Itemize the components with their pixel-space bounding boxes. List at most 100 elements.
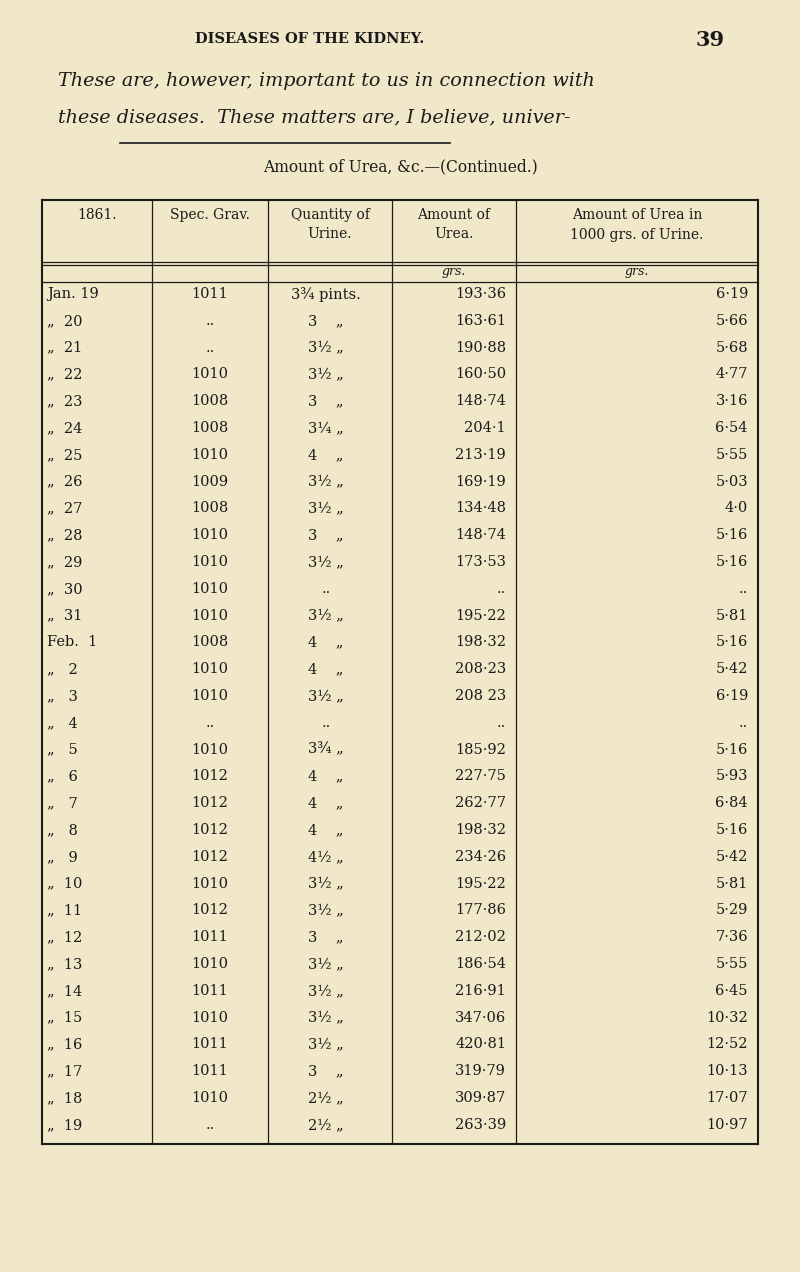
- Text: 10·13: 10·13: [706, 1065, 748, 1079]
- Text: „  10: „ 10: [47, 876, 82, 890]
- Text: 3½ „: 3½ „: [308, 1038, 344, 1052]
- Text: 4·0: 4·0: [725, 501, 748, 515]
- Text: ..: ..: [738, 581, 748, 595]
- Text: 17·07: 17·07: [706, 1091, 748, 1105]
- Text: 193·36: 193·36: [455, 287, 506, 301]
- Text: ..: ..: [206, 716, 214, 730]
- Text: „  15: „ 15: [47, 1010, 82, 1025]
- Text: 6·45: 6·45: [715, 983, 748, 997]
- Text: 1010: 1010: [191, 528, 229, 542]
- Text: 234·26: 234·26: [455, 850, 506, 864]
- Text: 4    „: 4 „: [308, 796, 344, 810]
- Text: „   7: „ 7: [47, 796, 78, 810]
- Text: 4·77: 4·77: [716, 368, 748, 382]
- Text: 3½ „: 3½ „: [308, 983, 344, 997]
- Text: 3    „: 3 „: [308, 930, 344, 944]
- Text: „   8: „ 8: [47, 823, 78, 837]
- Text: 10·32: 10·32: [706, 1010, 748, 1025]
- Text: 5·16: 5·16: [716, 823, 748, 837]
- Text: „   2: „ 2: [47, 663, 78, 677]
- Text: ..: ..: [322, 716, 330, 730]
- Text: „   5: „ 5: [47, 743, 78, 757]
- Text: These are, however, important to us in connection with: These are, however, important to us in c…: [58, 73, 595, 90]
- Text: 160·50: 160·50: [455, 368, 506, 382]
- Text: 4½ „: 4½ „: [308, 850, 344, 864]
- Text: 5·16: 5·16: [716, 555, 748, 569]
- Text: „  22: „ 22: [47, 368, 82, 382]
- Text: 3¼ „: 3¼ „: [308, 421, 344, 435]
- Text: 208·23: 208·23: [454, 663, 506, 677]
- Text: 1861.: 1861.: [78, 209, 117, 223]
- Text: 4    „: 4 „: [308, 823, 344, 837]
- Text: 1012: 1012: [191, 770, 229, 784]
- Text: ..: ..: [206, 1118, 214, 1132]
- Text: 177·86: 177·86: [455, 903, 506, 917]
- Text: Spec. Grav.: Spec. Grav.: [170, 209, 250, 223]
- Text: ..: ..: [738, 716, 748, 730]
- Text: these diseases.  These matters are, I believe, univer-: these diseases. These matters are, I bel…: [58, 108, 570, 126]
- Text: Jan. 19: Jan. 19: [47, 287, 98, 301]
- Text: „   9: „ 9: [47, 850, 78, 864]
- Text: ..: ..: [322, 581, 330, 595]
- Text: 1008: 1008: [191, 421, 229, 435]
- Text: 3    „: 3 „: [308, 528, 344, 542]
- Text: 1008: 1008: [191, 501, 229, 515]
- Text: 5·93: 5·93: [715, 770, 748, 784]
- Text: 1010: 1010: [191, 448, 229, 462]
- Text: 5·55: 5·55: [716, 448, 748, 462]
- Text: 173·53: 173·53: [455, 555, 506, 569]
- Text: ..: ..: [206, 341, 214, 355]
- Text: 6·19: 6·19: [716, 287, 748, 301]
- Text: 3·16: 3·16: [715, 394, 748, 408]
- Text: „   4: „ 4: [47, 716, 78, 730]
- Text: 148·74: 148·74: [455, 528, 506, 542]
- Text: grs.: grs.: [442, 265, 466, 279]
- Text: 1010: 1010: [191, 368, 229, 382]
- Text: „  20: „ 20: [47, 314, 82, 328]
- Text: 163·61: 163·61: [455, 314, 506, 328]
- Text: 5·42: 5·42: [716, 663, 748, 677]
- Text: 3¾ „: 3¾ „: [308, 743, 344, 757]
- Text: 1012: 1012: [191, 903, 229, 917]
- Text: 3½ „: 3½ „: [308, 368, 344, 382]
- Text: „  30: „ 30: [47, 581, 82, 595]
- Text: 3    „: 3 „: [308, 314, 344, 328]
- Text: „  19: „ 19: [47, 1118, 82, 1132]
- Text: 169·19: 169·19: [455, 474, 506, 488]
- Text: 5·03: 5·03: [715, 474, 748, 488]
- Text: 5·81: 5·81: [716, 608, 748, 622]
- Text: 1010: 1010: [191, 1091, 229, 1105]
- Text: 3½ „: 3½ „: [308, 555, 344, 569]
- Text: 198·32: 198·32: [455, 823, 506, 837]
- Text: 3¾ pints.: 3¾ pints.: [291, 287, 361, 301]
- Text: 1012: 1012: [191, 850, 229, 864]
- Text: „  16: „ 16: [47, 1038, 82, 1052]
- Text: „  27: „ 27: [47, 501, 82, 515]
- Text: 3½ „: 3½ „: [308, 903, 344, 917]
- Text: 39: 39: [695, 31, 725, 50]
- Text: „  13: „ 13: [47, 957, 82, 971]
- Text: „  12: „ 12: [47, 930, 82, 944]
- Text: 204·1: 204·1: [464, 421, 506, 435]
- Text: 212·02: 212·02: [455, 930, 506, 944]
- Text: 208 23: 208 23: [454, 689, 506, 703]
- Text: „  14: „ 14: [47, 983, 82, 997]
- Text: 3½ „: 3½ „: [308, 1010, 344, 1025]
- Text: 213·19: 213·19: [455, 448, 506, 462]
- Text: 1011: 1011: [192, 1065, 228, 1079]
- Text: 5·68: 5·68: [715, 341, 748, 355]
- Text: 1010: 1010: [191, 608, 229, 622]
- Text: „  11: „ 11: [47, 903, 82, 917]
- Text: „  17: „ 17: [47, 1065, 82, 1079]
- Text: 186·54: 186·54: [455, 957, 506, 971]
- Text: 4    „: 4 „: [308, 770, 344, 784]
- Text: DISEASES OF THE KIDNEY.: DISEASES OF THE KIDNEY.: [195, 32, 425, 46]
- Text: 3½ „: 3½ „: [308, 689, 344, 703]
- Text: 6·54: 6·54: [715, 421, 748, 435]
- Text: 262·77: 262·77: [455, 796, 506, 810]
- Text: 1011: 1011: [192, 983, 228, 997]
- Text: 263·39: 263·39: [454, 1118, 506, 1132]
- Text: 1008: 1008: [191, 636, 229, 650]
- Text: 3½ „: 3½ „: [308, 501, 344, 515]
- Text: 3½ „: 3½ „: [308, 957, 344, 971]
